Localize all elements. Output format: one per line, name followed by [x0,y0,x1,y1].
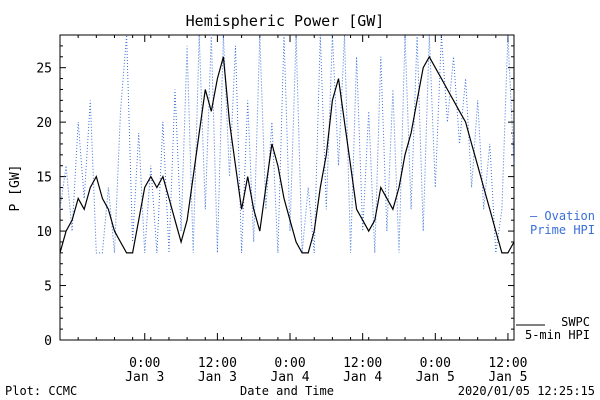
x-tick-label-date: Jan 3 [125,370,164,385]
y-tick-label: 0 [44,334,52,349]
plot-frame [59,34,515,341]
x-tick-label-time: 0:00 [129,356,160,371]
series-layer [59,34,515,254]
x-tick-label-date: Jan 3 [198,370,237,385]
x-tick-label-time: 0:00 [420,356,451,371]
x-tick-label-date: Jan 5 [488,370,527,385]
x-tick-label-date: Jan 5 [416,370,455,385]
x-axis-label: Date and Time [240,384,334,398]
y-axis-label: P [GW] [8,165,23,212]
x-tick-label-time: 12:00 [198,356,237,371]
x-tick-label-time: 12:00 [343,356,382,371]
x-tick-label-time: 12:00 [488,356,527,371]
chart-title: Hemispheric Power [GW] [186,12,385,30]
legend-swpc-line1: SWPC [561,315,590,329]
plot-credit: Plot: CCMC [5,384,77,398]
x-tick-label-date: Jan 4 [270,370,309,385]
y-tick-label: 5 [44,280,52,295]
timestamp: 2020/01/05 12:25:15 [458,384,595,398]
x-tick-label-time: 0:00 [274,356,305,371]
legend-ovation-line2: Prime HPI [530,223,595,237]
legend-swpc-line2: 5-min HPI [525,328,590,342]
y-tick-label: 10 [36,225,52,240]
legend-ovation-line1: — Ovation [530,209,595,223]
x-tick-label-date: Jan 4 [343,370,382,385]
swpc-hpi-line [59,55,515,254]
y-axis-ticks: 0 5 10 15 20 25 [36,45,514,349]
y-tick-label: 15 [36,171,52,186]
y-tick-label: 20 [36,116,52,131]
y-tick-label: 25 [36,62,52,77]
ovation-prime-hpi-line [59,34,515,254]
